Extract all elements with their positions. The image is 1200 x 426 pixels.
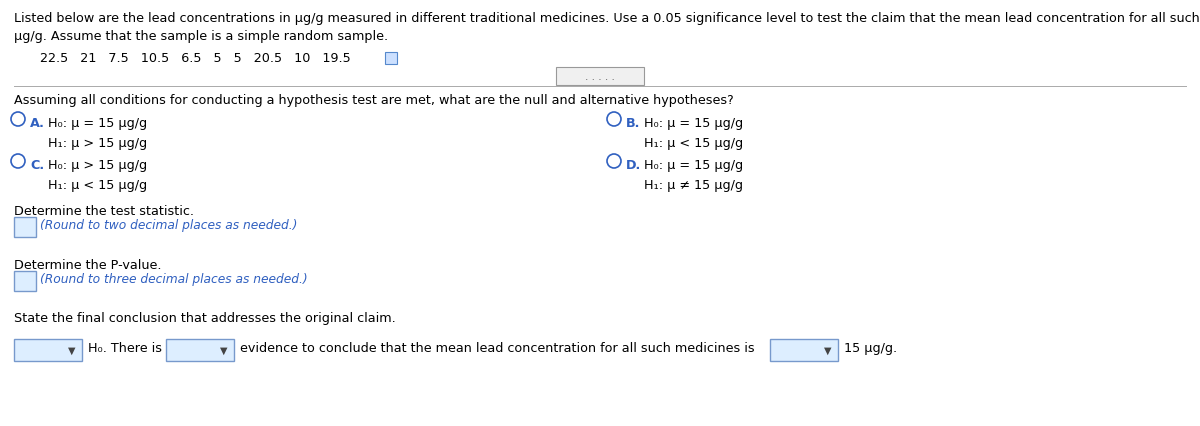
Text: H₁: μ > 15 μg/g: H₁: μ > 15 μg/g xyxy=(48,137,148,150)
Text: H₀: μ = 15 μg/g: H₀: μ = 15 μg/g xyxy=(644,117,743,130)
Text: H₀: μ = 15 μg/g: H₀: μ = 15 μg/g xyxy=(644,158,743,172)
Text: (Round to three decimal places as needed.): (Round to three decimal places as needed… xyxy=(40,272,307,285)
Text: State the final conclusion that addresses the original claim.: State the final conclusion that addresse… xyxy=(14,311,396,324)
Text: μg/g. Assume that the sample is a simple random sample.: μg/g. Assume that the sample is a simple… xyxy=(14,30,388,43)
Text: . . . . .: . . . . . xyxy=(586,72,614,82)
Circle shape xyxy=(11,113,25,127)
Text: H₁: μ < 15 μg/g: H₁: μ < 15 μg/g xyxy=(644,137,743,150)
FancyBboxPatch shape xyxy=(14,271,36,291)
Circle shape xyxy=(11,155,25,169)
Text: Listed below are the lead concentrations in μg/g measured in different tradition: Listed below are the lead concentrations… xyxy=(14,12,1200,25)
Text: Determine the P-value.: Determine the P-value. xyxy=(14,259,162,271)
Text: 22.5   21   7.5   10.5   6.5   5   5   20.5   10   19.5: 22.5 21 7.5 10.5 6.5 5 5 20.5 10 19.5 xyxy=(40,52,350,65)
FancyBboxPatch shape xyxy=(556,68,644,86)
Text: ▼: ▼ xyxy=(68,345,76,355)
Text: 15 μg/g.: 15 μg/g. xyxy=(844,341,898,354)
Text: H₀. There is: H₀. There is xyxy=(88,341,162,354)
Text: H₁: μ < 15 μg/g: H₁: μ < 15 μg/g xyxy=(48,178,148,192)
Text: evidence to conclude that the mean lead concentration for all such medicines is: evidence to conclude that the mean lead … xyxy=(240,341,755,354)
Text: Assuming all conditions for conducting a hypothesis test are met, what are the n: Assuming all conditions for conducting a… xyxy=(14,94,733,107)
FancyBboxPatch shape xyxy=(770,339,838,361)
Text: A.: A. xyxy=(30,117,44,130)
Text: C.: C. xyxy=(30,158,44,172)
Circle shape xyxy=(607,155,622,169)
Circle shape xyxy=(607,113,622,127)
Text: ▼: ▼ xyxy=(824,345,832,355)
FancyBboxPatch shape xyxy=(14,339,82,361)
Text: ▼: ▼ xyxy=(221,345,228,355)
Text: D.: D. xyxy=(626,158,641,172)
Text: (Round to two decimal places as needed.): (Round to two decimal places as needed.) xyxy=(40,219,298,231)
Text: Determine the test statistic.: Determine the test statistic. xyxy=(14,204,194,218)
FancyBboxPatch shape xyxy=(385,53,397,65)
Text: H₁: μ ≠ 15 μg/g: H₁: μ ≠ 15 μg/g xyxy=(644,178,743,192)
FancyBboxPatch shape xyxy=(166,339,234,361)
Text: H₀: μ > 15 μg/g: H₀: μ > 15 μg/g xyxy=(48,158,148,172)
Text: B.: B. xyxy=(626,117,641,130)
FancyBboxPatch shape xyxy=(14,218,36,237)
Text: H₀: μ = 15 μg/g: H₀: μ = 15 μg/g xyxy=(48,117,148,130)
